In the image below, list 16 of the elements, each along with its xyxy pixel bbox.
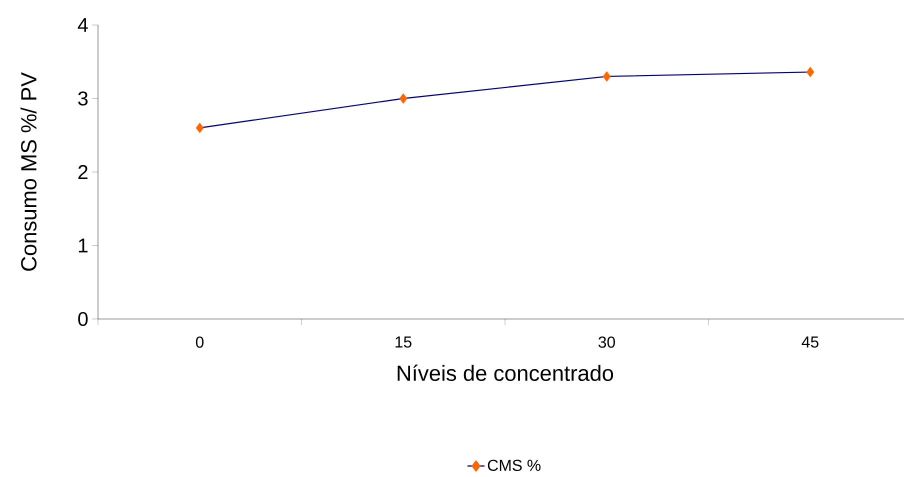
x-tick-label: 30: [598, 336, 615, 348]
point: [399, 93, 408, 104]
point: [196, 122, 204, 134]
y-axis-title: Consumo MS %/ PV: [20, 72, 37, 271]
x-tick-label: 0: [196, 336, 204, 348]
y-tick-label: 3: [78, 91, 88, 106]
x-tick-label: 15: [396, 336, 412, 348]
x-axis-title: Níveis de concentrado: [398, 364, 614, 382]
y-tick-label: 1: [78, 238, 88, 252]
y-tick-label: 2: [78, 165, 88, 179]
point: [806, 66, 814, 78]
y-tick-label: 0: [78, 312, 88, 326]
legend-label: CMS %: [488, 460, 541, 471]
y-tick-label: 4: [78, 18, 88, 32]
point: [602, 71, 611, 82]
x-tick-label: 45: [802, 336, 818, 348]
